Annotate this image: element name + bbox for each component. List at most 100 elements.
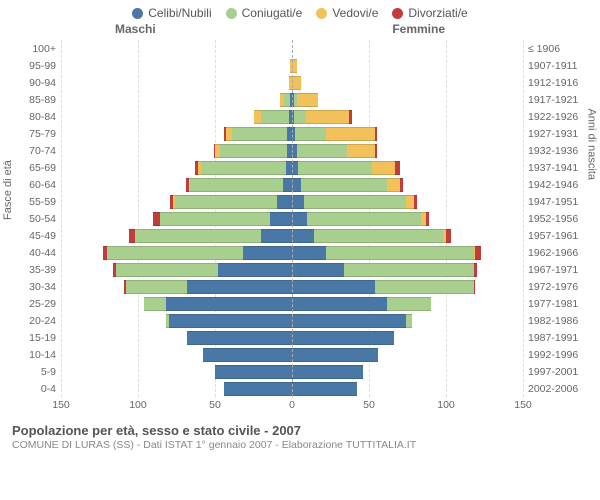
- birth-label: 1942-1946: [523, 179, 590, 191]
- bar-segment: [292, 297, 387, 311]
- age-label: 90-94: [10, 77, 61, 89]
- age-row: 25-291977-1981: [10, 295, 590, 312]
- bar-segment: [261, 110, 289, 124]
- bar-area: [61, 331, 523, 345]
- bar-area: [61, 93, 523, 107]
- label-females: Femmine: [392, 22, 445, 36]
- bar-segment: [292, 263, 344, 277]
- age-row: 20-24 1982-1986: [10, 312, 590, 329]
- bar-segment: [277, 195, 292, 209]
- bar-segment: [307, 212, 421, 226]
- age-label: 95-99: [10, 60, 61, 72]
- birth-label: 1932-1936: [523, 145, 590, 157]
- bar-segment: [218, 263, 292, 277]
- bar-segment: [304, 195, 406, 209]
- age-row: 65-69 1937-1941: [10, 159, 590, 176]
- age-label: 85-89: [10, 94, 61, 106]
- age-row: 40-441962-1966: [10, 244, 590, 261]
- age-label: 65-69: [10, 162, 61, 174]
- chart-footer: Popolazione per età, sesso e stato civil…: [0, 417, 600, 451]
- bar-segment: [175, 195, 277, 209]
- age-row: 85-891917-1921: [10, 91, 590, 108]
- x-tick: 100: [129, 399, 147, 411]
- bar-segment: [243, 246, 292, 260]
- bar-segment: [426, 212, 429, 226]
- bar-male: [61, 246, 292, 260]
- age-row: 95-991907-1911: [10, 57, 590, 74]
- bar-area: [61, 144, 523, 158]
- age-row: 50-541952-1956: [10, 210, 590, 227]
- bar-segment: [414, 195, 417, 209]
- age-label: 30-34: [10, 281, 61, 293]
- bar-female: [292, 161, 523, 175]
- bar-female: [292, 382, 523, 396]
- bar-area: [61, 382, 523, 396]
- bar-male: [61, 229, 292, 243]
- bar-segment: [232, 127, 287, 141]
- bar-segment: [144, 297, 166, 311]
- age-label: 100+: [10, 43, 61, 55]
- bar-segment: [474, 280, 476, 294]
- bar-male: [61, 127, 292, 141]
- bar-female: [292, 280, 523, 294]
- bar-female: [292, 127, 523, 141]
- legend-label: Celibi/Nubili: [148, 6, 211, 20]
- bar-segment: [224, 382, 292, 396]
- bar-segment: [254, 110, 262, 124]
- bar-segment: [406, 314, 412, 328]
- birth-label: 1982-1986: [523, 315, 590, 327]
- bar-male: [61, 178, 292, 192]
- age-row: 10-141992-1996: [10, 346, 590, 363]
- age-row: 35-391967-1971: [10, 261, 590, 278]
- legend: Celibi/NubiliConiugati/eVedovi/eDivorzia…: [0, 0, 600, 22]
- bar-area: [61, 76, 523, 90]
- bar-segment: [190, 178, 282, 192]
- birth-label: 1937-1941: [523, 162, 590, 174]
- legend-swatch: [392, 8, 403, 19]
- bar-segment: [387, 297, 430, 311]
- bar-area: [61, 127, 523, 141]
- bar-male: [61, 93, 292, 107]
- legend-item: Coniugati/e: [226, 6, 303, 20]
- bar-segment: [446, 229, 451, 243]
- bar-segment: [292, 229, 314, 243]
- bar-segment: [375, 280, 474, 294]
- bar-female: [292, 76, 523, 90]
- birth-label: 1927-1931: [523, 128, 590, 140]
- birth-label: 1972-1976: [523, 281, 590, 293]
- birth-label: 1922-1926: [523, 111, 590, 123]
- age-label: 20-24: [10, 315, 61, 327]
- bar-male: [61, 314, 292, 328]
- bar-female: [292, 212, 523, 226]
- age-row: 90-941912-1916: [10, 74, 590, 91]
- bar-segment: [292, 280, 375, 294]
- legend-swatch: [316, 8, 327, 19]
- bar-segment: [292, 365, 363, 379]
- age-row: 30-34 1972-1976: [10, 278, 590, 295]
- age-row: 100+≤ 1906: [10, 40, 590, 57]
- bar-segment: [314, 229, 443, 243]
- bar-female: [292, 314, 523, 328]
- age-row: 80-841922-1926: [10, 108, 590, 125]
- bar-segment: [292, 348, 378, 362]
- bar-male: [61, 297, 292, 311]
- bar-segment: [474, 263, 477, 277]
- bar-female: [292, 59, 523, 73]
- bar-area: [61, 365, 523, 379]
- bar-male: [61, 144, 292, 158]
- age-row: 15-191987-1991: [10, 329, 590, 346]
- age-label: 0-4: [10, 383, 61, 395]
- bar-segment: [187, 331, 292, 345]
- legend-label: Vedovi/e: [332, 6, 378, 20]
- bar-segment: [406, 195, 414, 209]
- age-label: 75-79: [10, 128, 61, 140]
- bar-segment: [292, 382, 357, 396]
- bar-segment: [297, 144, 348, 158]
- bar-segment: [292, 59, 297, 73]
- bar-area: [61, 42, 523, 56]
- birth-label: 1957-1961: [523, 230, 590, 242]
- age-label: 40-44: [10, 247, 61, 259]
- bar-segment: [116, 263, 218, 277]
- legend-item: Vedovi/e: [316, 6, 378, 20]
- bar-segment: [344, 263, 473, 277]
